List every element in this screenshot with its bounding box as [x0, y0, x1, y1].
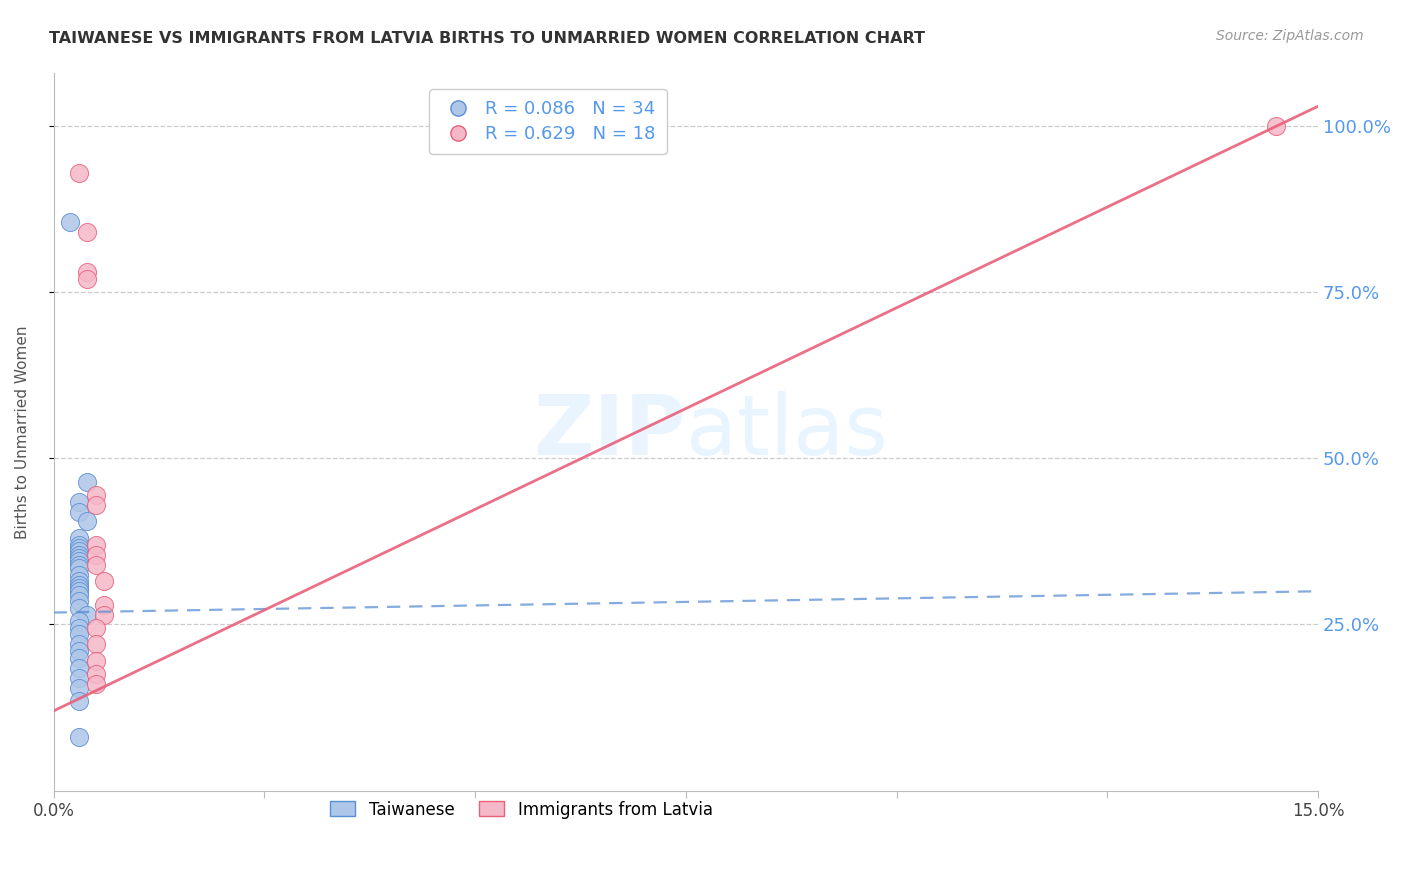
- Point: [67, 504, 90, 518]
- Point: [84, 558, 107, 572]
- Point: [67, 554, 90, 568]
- Point: [67, 551, 90, 566]
- Point: [67, 600, 90, 615]
- Point: [67, 627, 90, 641]
- Point: [67, 544, 90, 558]
- Point: [67, 581, 90, 595]
- Text: atlas: atlas: [686, 392, 887, 472]
- Point: [84, 667, 107, 681]
- Point: [67, 661, 90, 675]
- Point: [93, 607, 115, 622]
- Point: [76, 272, 98, 286]
- Point: [67, 567, 90, 582]
- Point: [67, 671, 90, 685]
- Y-axis label: Births to Unmarried Women: Births to Unmarried Women: [15, 325, 30, 539]
- Point: [93, 574, 115, 589]
- Point: [67, 650, 90, 665]
- Point: [67, 548, 90, 562]
- Point: [76, 265, 98, 279]
- Point: [67, 644, 90, 658]
- Point: [67, 694, 90, 708]
- Point: [84, 654, 107, 668]
- Point: [67, 561, 90, 575]
- Point: [67, 681, 90, 695]
- Point: [67, 541, 90, 555]
- Text: ZIP: ZIP: [533, 392, 686, 472]
- Point: [67, 577, 90, 591]
- Point: [67, 614, 90, 628]
- Point: [67, 558, 90, 572]
- Point: [67, 494, 90, 508]
- Point: [76, 515, 98, 529]
- Point: [1265, 119, 1288, 133]
- Point: [84, 637, 107, 651]
- Point: [59, 215, 82, 229]
- Point: [67, 594, 90, 608]
- Point: [84, 677, 107, 691]
- Point: [76, 607, 98, 622]
- Point: [67, 621, 90, 635]
- Point: [84, 488, 107, 502]
- Point: [67, 166, 90, 180]
- Point: [76, 226, 98, 240]
- Point: [67, 531, 90, 545]
- Point: [67, 637, 90, 651]
- Point: [67, 584, 90, 599]
- Point: [84, 498, 107, 512]
- Point: [76, 475, 98, 489]
- Point: [67, 574, 90, 589]
- Text: TAIWANESE VS IMMIGRANTS FROM LATVIA BIRTHS TO UNMARRIED WOMEN CORRELATION CHART: TAIWANESE VS IMMIGRANTS FROM LATVIA BIRT…: [49, 31, 925, 46]
- Point: [84, 621, 107, 635]
- Point: [67, 538, 90, 552]
- Point: [67, 588, 90, 602]
- Point: [84, 548, 107, 562]
- Point: [84, 538, 107, 552]
- Point: [93, 598, 115, 612]
- Legend: Taiwanese, Immigrants from Latvia: Taiwanese, Immigrants from Latvia: [323, 794, 720, 825]
- Point: [67, 731, 90, 745]
- Text: Source: ZipAtlas.com: Source: ZipAtlas.com: [1216, 29, 1364, 43]
